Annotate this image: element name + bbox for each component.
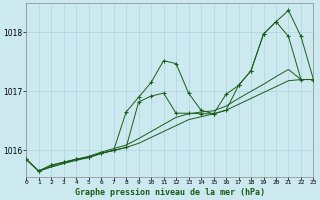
X-axis label: Graphe pression niveau de la mer (hPa): Graphe pression niveau de la mer (hPa) bbox=[75, 188, 265, 197]
